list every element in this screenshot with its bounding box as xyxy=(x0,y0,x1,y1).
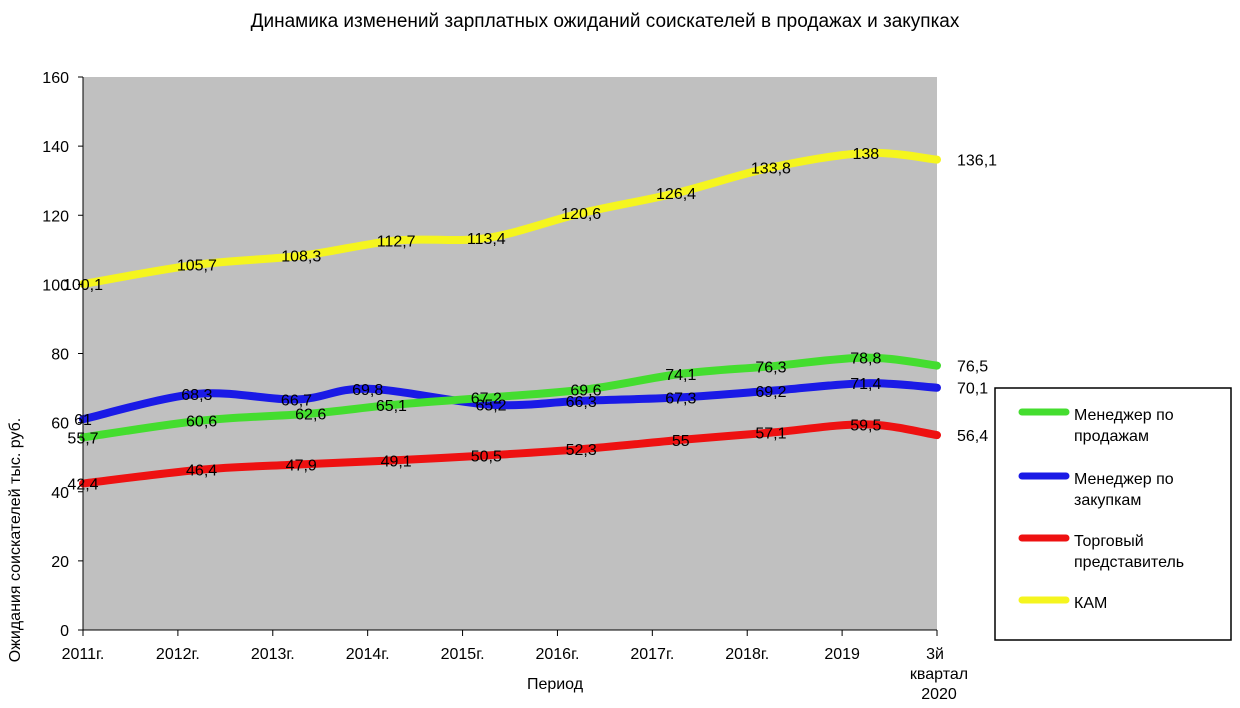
y-tick-label: 120 xyxy=(42,208,69,225)
series-line-sales-manager xyxy=(79,353,941,442)
y-axis-label: Ожидания соискателей тыс. руб. xyxy=(7,418,24,662)
legend-label-sales-rep: Торговый представитель xyxy=(1074,533,1184,571)
data-label-sales-manager: 65,1 xyxy=(376,398,407,415)
data-label-purchasing-manager: 66,3 xyxy=(566,394,597,411)
y-tick-label: 140 xyxy=(42,139,69,156)
plot-area xyxy=(83,77,937,630)
data-label-kam: 113,4 xyxy=(467,231,506,248)
data-label-kam: 120,6 xyxy=(561,206,601,223)
x-tick-label: 2015г. xyxy=(441,646,485,663)
data-label-purchasing-manager: 70,1 xyxy=(957,381,988,398)
data-labels: 55,760,6 62,665,1 67,2 69,674,1 76,378,8 76,5… xyxy=(63,146,997,493)
data-label-sales-rep: 50,5 xyxy=(471,448,502,465)
y-tick-label: 0 xyxy=(60,623,69,640)
x-tick-label: 2013г. xyxy=(251,646,295,663)
x-tick-label: 2017г. xyxy=(630,646,674,663)
legend-label-kam: КАМ xyxy=(1074,595,1107,612)
legend-label-purchasing-manager: Менеджер по закупкам xyxy=(1074,471,1174,509)
data-label-sales-manager: 69,6 xyxy=(570,382,601,399)
chart-title: Динамика изменений зарплатных ожиданий с… xyxy=(251,11,960,32)
data-label-purchasing-manager: 69,8 xyxy=(352,382,383,399)
data-label-kam: 126,4 xyxy=(656,186,696,203)
data-label-kam: 133,8 xyxy=(751,161,791,178)
y-tick-label: 80 xyxy=(51,347,69,364)
data-label-sales-manager: 74,1 xyxy=(665,367,696,384)
data-label-sales-rep: 57,1 xyxy=(755,426,786,443)
data-label-purchasing-manager: 68,3 xyxy=(181,387,212,404)
series-line-purchasing-manager xyxy=(79,379,941,424)
data-label-sales-rep: 49,1 xyxy=(381,453,412,470)
data-label-purchasing-manager: 66,7 xyxy=(281,392,312,409)
series-lines xyxy=(79,148,941,488)
x-tick-label: 2019 xyxy=(824,646,860,663)
data-label-sales-manager: 60,6 xyxy=(186,414,217,431)
y-axis: 0 20 40 60 80 100 120 140 160 xyxy=(42,70,83,640)
data-label-kam: 138 xyxy=(852,146,879,163)
x-tick-label: 2012г. xyxy=(156,646,200,663)
series-line-kam xyxy=(79,148,941,288)
x-tick-label: 2016г. xyxy=(535,646,579,663)
data-label-sales-rep: 59,5 xyxy=(850,417,881,434)
data-label-sales-manager: 62,6 xyxy=(295,407,326,424)
data-label-purchasing-manager: 71,4 xyxy=(850,376,881,393)
x-tick-label: 3й квартал 2020 xyxy=(910,646,968,703)
data-label-sales-manager: 67,2 xyxy=(471,391,502,408)
data-label-sales-rep: 52,3 xyxy=(566,442,597,459)
x-tick-label: 2014г. xyxy=(346,646,390,663)
data-label-kam: 108,3 xyxy=(281,249,321,266)
x-axis-label: Период xyxy=(527,676,584,693)
legend: Менеджер по продажам Менеджер по закупкам То… xyxy=(994,387,1232,641)
data-label-purchasing-manager: 69,2 xyxy=(755,384,786,401)
data-label-sales-manager: 78,8 xyxy=(850,351,881,368)
y-tick-label: 20 xyxy=(51,554,69,571)
x-axis: 2011г. 2012г. 2013г. 2014г. 2015г. 2016г. 2017… xyxy=(62,630,968,703)
data-label-sales-rep: 55 xyxy=(672,433,690,450)
series-line-sales-rep xyxy=(79,420,941,488)
data-label-sales-rep: 46,4 xyxy=(186,463,217,480)
x-tick-label: 2011г. xyxy=(62,646,105,663)
data-label-purchasing-manager: 65,2 xyxy=(475,398,506,415)
data-label-kam: 136,1 xyxy=(957,153,997,170)
y-tick-label: 100 xyxy=(42,277,69,294)
x-tick-label: 2018г. xyxy=(725,646,769,663)
y-tick-label: 40 xyxy=(51,485,69,502)
data-label-sales-rep: 56,4 xyxy=(957,428,988,445)
y-tick-label: 60 xyxy=(51,416,69,433)
data-label-purchasing-manager: 67,3 xyxy=(665,390,696,407)
y-tick-label: 160 xyxy=(42,70,69,87)
data-label-sales-manager: 76,3 xyxy=(755,359,786,376)
data-label-sales-manager: 76,5 xyxy=(957,359,988,376)
data-label-kam: 112,7 xyxy=(377,233,416,250)
legend-label-sales-manager: Менеджер по продажам xyxy=(1074,407,1174,445)
data-label-sales-rep: 47,9 xyxy=(286,457,317,474)
data-label-kam: 105,7 xyxy=(177,258,217,275)
